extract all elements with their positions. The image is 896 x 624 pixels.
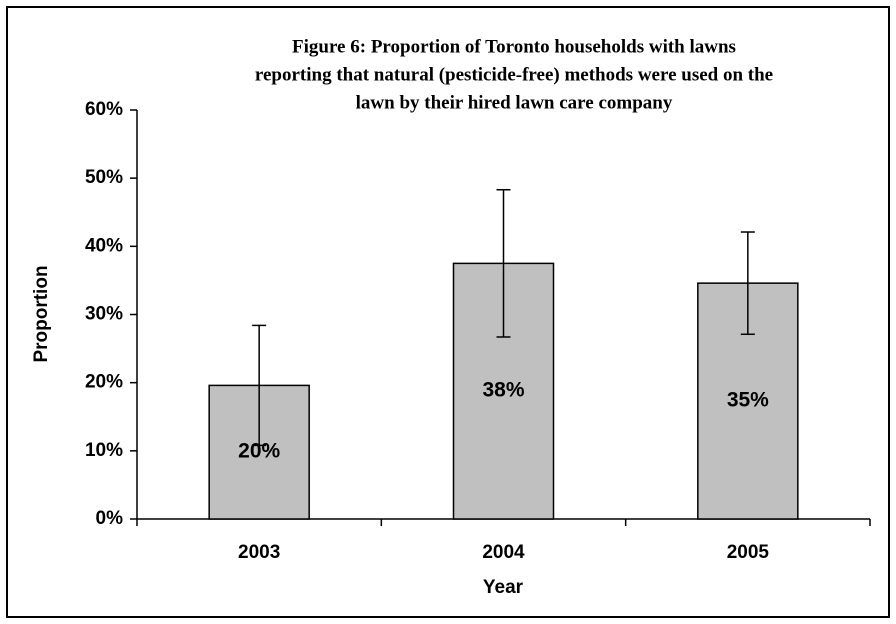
y-tick-label: 40% [85,235,123,256]
x-tick-label: 2005 [727,542,770,563]
y-tick-label: 10% [85,440,123,461]
x-tick-label: 2003 [238,542,280,563]
bar [452,262,555,520]
y-axis-title: Proportion [31,265,52,362]
x-axis-title: Year [483,577,524,598]
value-label: 35% [727,389,769,412]
y-tick-label: 50% [85,167,123,188]
y-tick-label: 0% [96,508,124,529]
value-label: 20% [238,440,280,463]
chart-title: Figure 6: Proportion of Toronto househol… [292,36,736,57]
y-tick-label: 60% [85,99,123,120]
y-tick-label: 20% [85,372,123,393]
chart-title: lawn by their hired lawn care company [356,92,673,113]
chart-title: reporting that natural (pesticide-free) … [255,64,773,85]
y-tick-label: 30% [85,304,123,325]
value-label: 38% [482,379,524,402]
x-tick-label: 2004 [482,542,525,563]
